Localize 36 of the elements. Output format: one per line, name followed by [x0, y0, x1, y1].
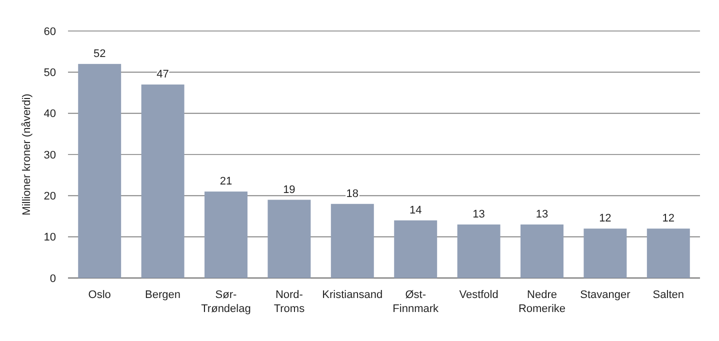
x-tick-label: Kristiansand: [322, 289, 383, 301]
data-label: 19: [283, 184, 296, 196]
bar: [394, 220, 438, 278]
bar: [646, 228, 690, 278]
bar: [584, 228, 627, 278]
bar: [204, 192, 248, 278]
data-label: 14: [409, 204, 422, 216]
bar: [457, 224, 500, 278]
bar: [268, 200, 311, 278]
x-tick-label: Stavanger: [580, 289, 631, 301]
bar: [78, 64, 122, 278]
data-label: 12: [599, 212, 612, 225]
y-tick-label: 40: [44, 108, 56, 120]
x-tick-label: Nord-Troms: [274, 289, 306, 315]
data-label: 12: [662, 212, 675, 225]
data-label: 21: [220, 176, 232, 188]
x-tick-label: Øst-Finnmark: [392, 289, 440, 315]
data-label: 13: [472, 208, 485, 220]
x-tick-label: Nedre Romerike: [518, 289, 566, 315]
bar: [330, 204, 374, 278]
bar: [520, 224, 564, 278]
x-tick-label: Oslo: [88, 289, 111, 301]
y-tick-label: 60: [44, 26, 56, 38]
y-tick-label: 10: [44, 232, 56, 244]
y-axis-title: Millioner kroner (nåverdi): [21, 94, 33, 216]
y-tick-label: 30: [44, 149, 56, 162]
data-label: 52: [93, 48, 106, 60]
x-tick-label: Sør-Trøndelag: [201, 289, 251, 315]
x-tick-label: Bergen: [145, 289, 181, 301]
y-tick-label: 50: [44, 67, 56, 80]
x-tick-label: Salten: [652, 289, 684, 301]
bar: [141, 84, 184, 278]
data-label: 13: [536, 208, 548, 220]
x-tick-label: Vestfold: [459, 289, 498, 301]
y-tick-label: 20: [44, 190, 56, 203]
y-tick-label: 0: [50, 272, 56, 285]
